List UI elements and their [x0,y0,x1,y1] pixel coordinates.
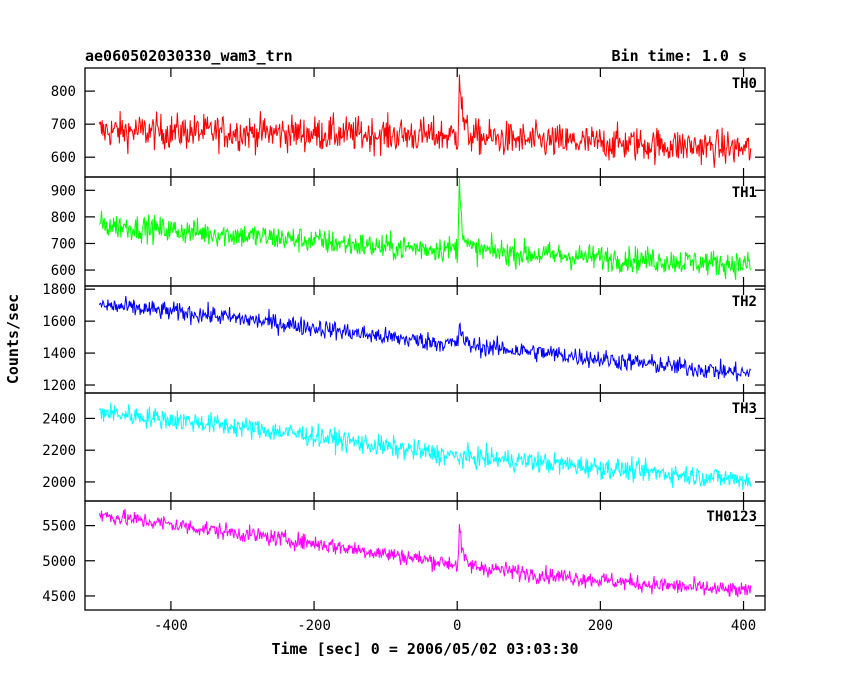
series-line-th3 [98,402,752,491]
x-tick-label: 400 [731,618,756,634]
y-tick-label: 2000 [42,475,76,491]
y-axis-label: Counts/sec [4,294,22,384]
y-tick-label: 2200 [42,443,76,459]
y-tick-label: 800 [51,210,76,226]
panel-frame-th0123 [84,500,766,611]
y-tick-label: 2400 [42,411,76,427]
panel-label-th1: TH1 [732,185,757,201]
y-tick-label: 1400 [42,346,76,362]
panel-label-th0123: TH0123 [706,509,757,525]
y-tick-label: 600 [51,150,76,166]
series-line-th1 [98,176,752,281]
series-line-th0 [98,74,752,168]
panel-label-th0: TH0 [732,76,757,92]
y-tick-label: 700 [51,236,76,252]
chart-title: ae060502030330_wam3_trn [85,47,293,65]
x-tick-label: -200 [297,618,331,634]
panel-label-th2: TH2 [732,294,757,310]
y-tick-label: 900 [51,183,76,199]
panel-frame-th2 [84,285,766,394]
y-tick-label: 1800 [42,282,76,298]
y-tick-label: 5000 [42,554,76,570]
x-tick-label: 200 [588,618,613,634]
y-tick-label: 1200 [42,378,76,394]
x-tick-label: -400 [154,618,188,634]
x-tick-label: 0 [453,618,461,634]
y-tick-label: 4500 [42,589,76,605]
y-tick-label: 800 [51,84,76,100]
y-tick-label: 1600 [42,314,76,330]
panel-frame-th0 [84,67,766,178]
series-line-th2 [98,295,752,382]
y-tick-label: 600 [51,263,76,279]
bin-time-label: Bin time: 1.0 s [612,47,747,65]
y-tick-label: 700 [51,117,76,133]
y-tick-label: 5500 [42,519,76,535]
panels-group: 600 700 800 TH0 600 700 800 900 TH1 1200 1400 1600 1… [42,67,766,634]
x-axis-label: Time [sec] 0 = 2006/05/02 03:03:30 [271,640,578,658]
series-line-th0123 [98,508,752,598]
panel-label-th3: TH3 [732,401,757,417]
